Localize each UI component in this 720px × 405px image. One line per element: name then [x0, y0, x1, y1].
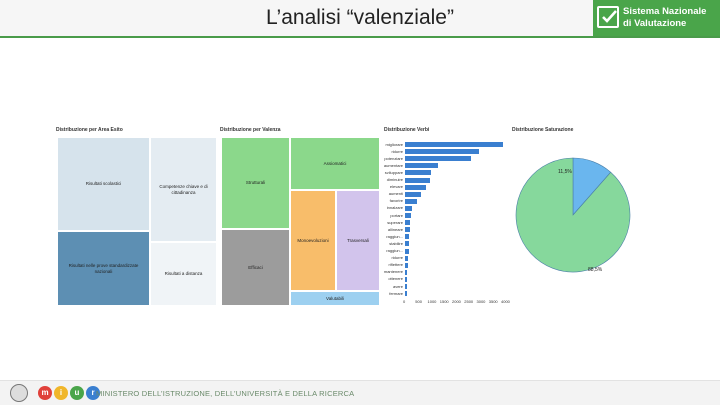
- bar-label: stabilire: [389, 240, 403, 246]
- bar: [405, 170, 431, 176]
- bar: [405, 142, 503, 147]
- treemap-cell-trasversali: Trasversali: [336, 190, 380, 291]
- header-bar: L’analisi “valenziale” Sistema Nazionale…: [0, 0, 720, 38]
- bar: [405, 220, 411, 226]
- x-tick-label: 1000: [427, 299, 437, 304]
- bar: [405, 205, 413, 211]
- x-tick-label: 3000: [476, 299, 486, 304]
- panel-title-verbi: Distribuzione Verbi: [384, 127, 430, 133]
- miur-letter-m: m: [38, 386, 52, 400]
- bar-label: raggiun...: [386, 233, 403, 239]
- bar-label: portare: [390, 212, 403, 218]
- treemap-cell-risultati-scolastici: Risultati scolastici: [57, 137, 150, 231]
- pie-label-large: 88,5%: [588, 267, 603, 273]
- italian-republic-emblem-icon: [10, 384, 28, 402]
- pie-label-small: 11,5%: [558, 169, 572, 175]
- bar-label: riflettere: [388, 262, 403, 268]
- bar: [405, 227, 410, 233]
- bar-label: innalzare: [386, 205, 403, 211]
- bar-label: avere: [392, 283, 403, 289]
- bar-label: raggiun...: [386, 248, 403, 253]
- bar-label: aumenti: [388, 191, 403, 197]
- bar: [405, 184, 426, 190]
- bar: [405, 213, 412, 218]
- bar: [405, 269, 408, 275]
- treemap-cell-risultati-a-distanza: Risultati a distanza: [150, 242, 217, 306]
- bar: [405, 234, 410, 240]
- treemap-cell-prove-standardizzate: Risultati nelle prove standardizzate naz…: [57, 231, 150, 306]
- panel-title-area-esito: Distribuzione per Area Esito: [56, 127, 123, 133]
- miur-letter-u: u: [70, 386, 84, 400]
- bar-label: migliorare: [385, 141, 403, 147]
- snv-logo: Sistema Nazionale di Valutazione: [593, 0, 720, 36]
- brand-line-1: Sistema Nazionale: [623, 6, 707, 17]
- bar-label: favorire: [389, 198, 403, 204]
- bar: [405, 248, 409, 254]
- bar-label: ridurre: [391, 148, 403, 154]
- bar-label: allineare: [387, 226, 403, 232]
- bar: [405, 191, 421, 197]
- bar: [405, 198, 418, 204]
- pie-slice: [515, 157, 631, 273]
- bar-label: mantenere: [383, 269, 403, 275]
- pie-slice: [572, 157, 612, 216]
- brand-line-2: di Valutazione: [623, 18, 687, 29]
- treemap-cell-valutabili: Valutabili: [290, 291, 380, 306]
- bar: [405, 276, 408, 282]
- bar: [405, 262, 408, 268]
- bar-label: ottenere: [388, 276, 403, 282]
- footer-bar: m i u r MINISTERO DELL’ISTRUZIONE, DELL’…: [0, 380, 720, 405]
- bar-label: ridurre: [391, 255, 403, 261]
- bar-label: aumentare: [383, 162, 403, 168]
- x-tick-label: 3500: [488, 299, 498, 304]
- miur-letter-r: r: [86, 386, 100, 400]
- bar-label: fermare: [389, 290, 403, 296]
- checkbox-icon: [597, 6, 619, 28]
- bar-label: sviluppare: [384, 169, 403, 175]
- x-tick-label: 2000: [452, 299, 461, 304]
- miur-letter-i: i: [54, 386, 68, 400]
- bar-label: superare: [387, 219, 403, 225]
- bar: [405, 163, 439, 169]
- bar: [405, 177, 430, 183]
- x-tick-label: 1500: [439, 299, 449, 304]
- bar-label: potenziare: [384, 155, 403, 161]
- bar: [405, 241, 409, 247]
- bar-label: diminuire: [386, 177, 403, 182]
- panel-title-valenza: Distribuzione per Valenza: [220, 127, 281, 133]
- panel-title-saturazione: Distribuzione Saturazione: [512, 127, 574, 133]
- bar: [405, 291, 407, 297]
- x-tick-label: 2500: [464, 299, 474, 304]
- x-tick-label: 4000: [501, 299, 510, 304]
- slide-title: L’analisi “valenziale”: [266, 6, 454, 29]
- x-tick-label: 0: [403, 299, 406, 304]
- bar: [405, 156, 472, 162]
- bar: [405, 149, 479, 155]
- treemap-cell-monoevoluzioni: Monoevoluzioni: [290, 190, 336, 291]
- ministry-name: MINISTERO DELL’ISTRUZIONE, DELL’UNIVERSI…: [96, 389, 355, 398]
- bar: [405, 284, 407, 289]
- treemap-cell-strutturali: Strutturali: [221, 137, 290, 229]
- miur-logo: m i u r: [38, 386, 100, 400]
- x-tick-label: 500: [415, 299, 422, 304]
- treemap-cell-assiomatici: Assiomatici: [290, 137, 380, 190]
- treemap-cell-efficaci: Efficaci: [221, 229, 290, 306]
- treemap-cell-competenze-chiave: Competenze chiave e di cittadinanza: [150, 137, 217, 242]
- bar-label: elevare: [389, 184, 403, 190]
- bar: [405, 255, 409, 261]
